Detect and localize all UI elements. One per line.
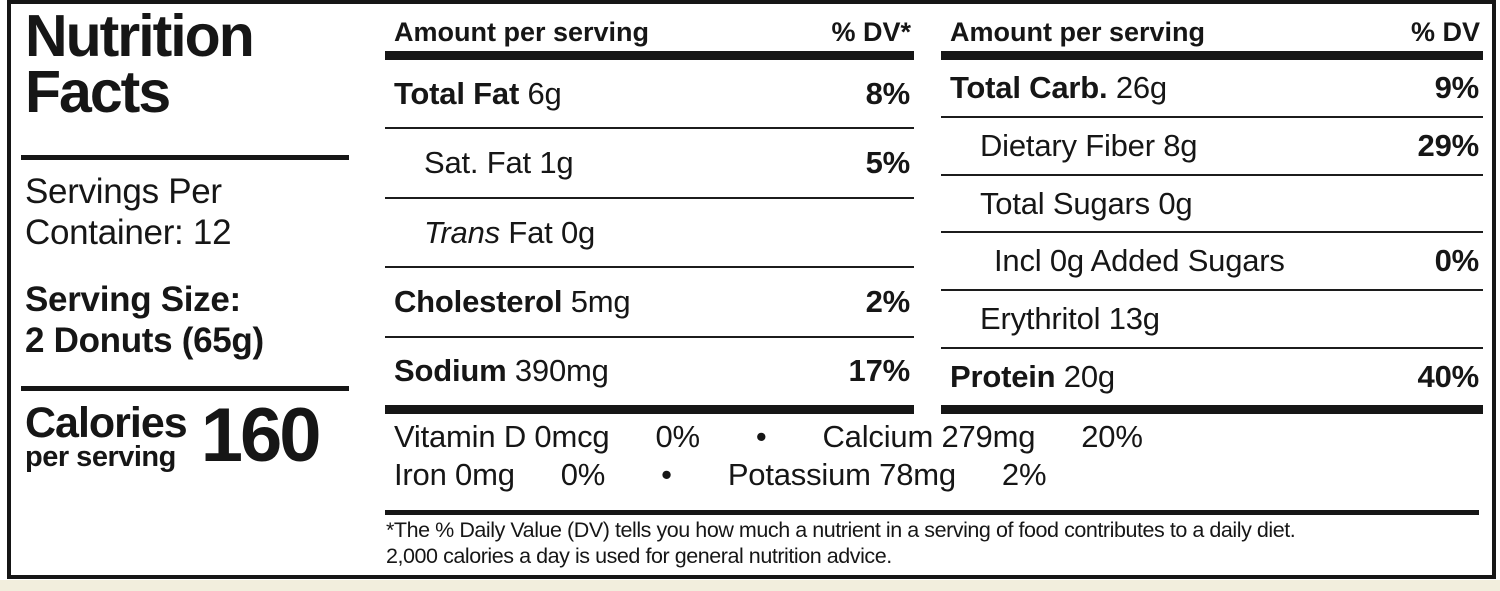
nutrient-name: Trans Fat 0g <box>424 214 596 250</box>
thick-divider <box>385 405 914 414</box>
dv-header: % DV <box>1410 17 1480 47</box>
column-header: Amount per serving % DV <box>941 17 1483 48</box>
nutrient-row-sodium: Sodium 390mg 17% <box>385 338 914 405</box>
nutrient-name: Cholesterol 5mg <box>394 283 631 319</box>
daily-value: 2% <box>865 283 911 319</box>
bullet-separator: • <box>661 457 672 492</box>
micronutrient: Potassium 78mg <box>727 457 956 492</box>
nutrient-name: Total Fat 6g <box>394 75 562 111</box>
daily-value: 9% <box>1434 69 1480 105</box>
daily-value: 40% <box>1417 359 1480 395</box>
daily-value: 2% <box>1001 457 1047 492</box>
daily-value: 8% <box>865 75 911 111</box>
divider <box>21 155 349 160</box>
micronutrients-line-2: Iron 0mg 0% • Potassium 78mg 2% <box>394 456 1143 494</box>
thick-divider <box>385 51 914 60</box>
nutrition-facts-title: Nutrition Facts <box>25 3 255 125</box>
daily-value-footnote: *The % Daily Value (DV) tells you how mu… <box>386 518 1296 568</box>
nutrient-row-added-sugars: Incl 0g Added Sugars 0% <box>941 233 1483 292</box>
nutrient-name: Total Carb. 26g <box>950 69 1167 105</box>
calories-label: Calories <box>25 399 188 447</box>
micronutrients-line-1: Vitamin D 0mcg 0% • Calcium 279mg 20% <box>394 418 1143 456</box>
micronutrient: Calcium 279mg <box>822 419 1036 454</box>
nutrient-name: Dietary Fiber 8g <box>980 127 1198 163</box>
daily-value: 0% <box>655 419 700 454</box>
column-header: Amount per serving % DV* <box>385 17 914 48</box>
nutrient-name: Incl 0g Added Sugars <box>994 243 1285 279</box>
nutrition-facts-label: Nutrition Facts Servings Per Container: … <box>7 0 1496 579</box>
daily-value: 29% <box>1417 127 1480 163</box>
micronutrient: Iron 0mg <box>394 457 515 492</box>
servings-per-container: Servings Per Container: 12 <box>25 172 232 252</box>
fat-sodium-column: Amount per serving % DV* Total Fat 6g 8%… <box>385 4 914 575</box>
nutrient-row-sat-fat: Sat. Fat 1g 5% <box>385 129 914 199</box>
nutrient-name: Total Sugars 0g <box>980 185 1193 221</box>
nutrient-name: Sodium 390mg <box>394 353 609 389</box>
micronutrients-section: Vitamin D 0mcg 0% • Calcium 279mg 20% Ir… <box>394 418 1143 494</box>
daily-value: 0% <box>1434 243 1480 279</box>
divider <box>385 510 1479 515</box>
thick-divider <box>941 51 1483 60</box>
serving-info-column: Nutrition Facts Servings Per Container: … <box>21 7 359 569</box>
amount-per-serving-header: Amount per serving <box>394 17 650 47</box>
daily-value: 17% <box>848 353 911 389</box>
nutrient-row-protein: Protein 20g 40% <box>941 349 1483 405</box>
nutrient-row-trans-fat: Trans Fat 0g <box>385 199 914 269</box>
daily-value: 0% <box>560 457 606 492</box>
carb-protein-column: Amount per serving % DV Total Carb. 26g … <box>941 4 1483 575</box>
calories-value: 160 <box>200 393 322 478</box>
nutrient-name: Erythritol 13g <box>980 301 1160 337</box>
nutrient-row-total-sugars: Total Sugars 0g <box>941 176 1483 234</box>
nutrient-row-cholesterol: Cholesterol 5mg 2% <box>385 268 914 338</box>
amount-per-serving-header: Amount per serving <box>950 17 1206 47</box>
daily-value: 5% <box>865 145 911 181</box>
divider <box>21 386 349 391</box>
nutrient-row-total-carb: Total Carb. 26g 9% <box>941 60 1483 118</box>
calories-block: Calories per serving 160 <box>25 393 322 478</box>
nutrient-row-dietary-fiber: Dietary Fiber 8g 29% <box>941 118 1483 176</box>
serving-size: Serving Size: 2 Donuts (65g) <box>25 280 264 360</box>
nutrient-name: Protein 20g <box>950 359 1115 395</box>
photo-edge-strip <box>0 580 1500 591</box>
bullet-separator: • <box>755 419 767 454</box>
micronutrient: Vitamin D 0mcg <box>394 419 610 454</box>
dv-header: % DV* <box>831 17 911 47</box>
nutrient-row-erythritol: Erythritol 13g <box>941 291 1483 350</box>
thick-divider <box>941 405 1483 414</box>
nutrient-row-total-fat: Total Fat 6g 8% <box>385 60 914 130</box>
daily-value: 20% <box>1081 419 1143 454</box>
calories-sublabel: per serving <box>25 441 176 473</box>
nutrient-name: Sat. Fat 1g <box>424 145 574 181</box>
